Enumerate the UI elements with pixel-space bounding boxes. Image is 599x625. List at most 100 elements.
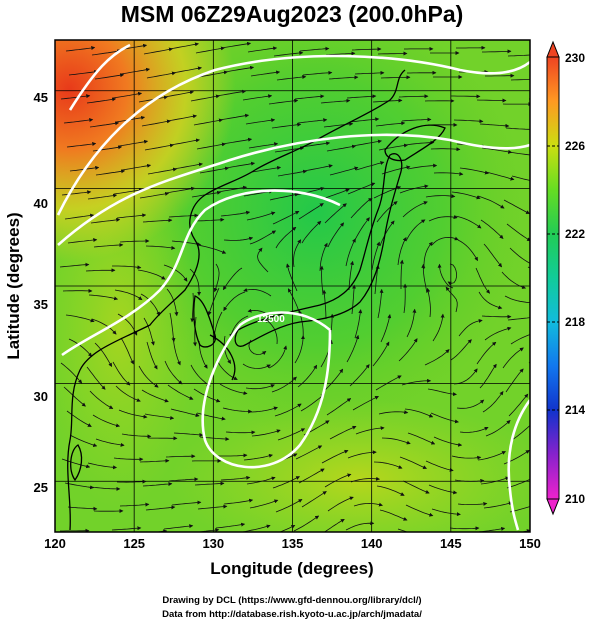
streamline [120,337,134,365]
streamline [407,432,436,445]
colorbar-tick-label: 214 [565,403,585,417]
streamline [346,94,377,99]
streamline [431,508,461,517]
streamline [242,363,271,369]
colorbar-tick-label: 210 [565,492,585,506]
streamline [433,436,463,447]
streamline [406,308,417,338]
streamline [198,340,208,369]
streamline [371,241,381,271]
streamline [477,195,505,209]
streamline [484,326,512,341]
streamline [190,292,195,323]
streamline [298,203,324,220]
streamline [243,453,273,461]
streamline [352,396,380,411]
streamline [397,528,409,532]
streamline [60,94,91,100]
streamline [68,338,93,357]
streamline [349,364,370,387]
streamline [197,244,227,254]
streamline [508,393,529,417]
streamline [477,451,507,461]
streamline [90,486,121,491]
streamline [163,524,194,530]
streamline [483,243,503,268]
streamline [213,263,220,293]
streamline [170,138,200,146]
streamline [245,118,276,125]
streamline [221,41,252,49]
contour-line [68,43,131,111]
streamline [163,264,188,282]
streamline [277,428,306,441]
streamline [167,114,197,122]
streamline [93,243,124,248]
streamline [250,70,281,77]
streamlines [59,41,530,532]
credit-data: Data from http://database.rish.kyoto-u.a… [162,609,422,620]
streamline [482,147,513,154]
streamline [345,238,356,267]
streamline [274,403,302,417]
streamline [397,237,407,266]
streamline [294,94,325,100]
streamline [303,164,333,172]
streamline [111,531,116,532]
streamline [328,75,359,80]
streamline [223,291,246,312]
streamline [373,461,403,469]
streamline [375,121,406,127]
colorbar-tick-label: 222 [565,227,585,241]
streamline [482,391,504,413]
streamline [450,339,472,361]
map-plot-area: 12500 [55,40,530,532]
japan-honshu [234,153,403,347]
streamline [242,94,273,101]
streamline [347,182,376,195]
streamline [451,455,482,460]
streamline [273,51,304,57]
streamline [220,210,251,217]
colorbar: 230 226 222 218 214 210 [546,40,585,516]
streamline [321,449,349,464]
streamline [61,190,92,196]
x-tick-label: 125 [123,536,145,551]
streamline [327,496,354,512]
streamline [351,284,357,315]
streamline [298,468,325,484]
streamline [275,226,297,249]
streamline [166,288,179,317]
x-tick-label: 150 [519,536,541,551]
streamline [299,46,330,52]
colorbar-gradient [546,56,560,500]
streamline [169,312,176,343]
colorbar-tick-label: 218 [565,315,585,329]
streamline [146,71,176,79]
streamline [63,386,86,407]
streamline [229,315,249,339]
streamline [248,339,267,355]
streamline [507,54,530,57]
streamline [219,113,250,121]
streamline [222,267,243,291]
streamline [454,215,482,229]
streamline [481,314,512,319]
streamline [268,345,288,369]
streamline [457,239,478,262]
streamline [145,245,176,250]
streamline [172,66,202,74]
streamline [454,478,485,483]
colorbar-tick-label: 230 [565,51,585,65]
streamline [381,165,411,175]
streamline [483,501,513,509]
streamline [322,289,327,320]
x-axis: 120 125 130 135 140 145 150 [44,536,541,551]
streamline [350,476,381,483]
streamline [346,334,360,363]
streamline [121,163,152,171]
streamline [510,79,530,81]
streamline [143,317,155,346]
streamline [402,201,428,218]
streamline [66,142,97,148]
